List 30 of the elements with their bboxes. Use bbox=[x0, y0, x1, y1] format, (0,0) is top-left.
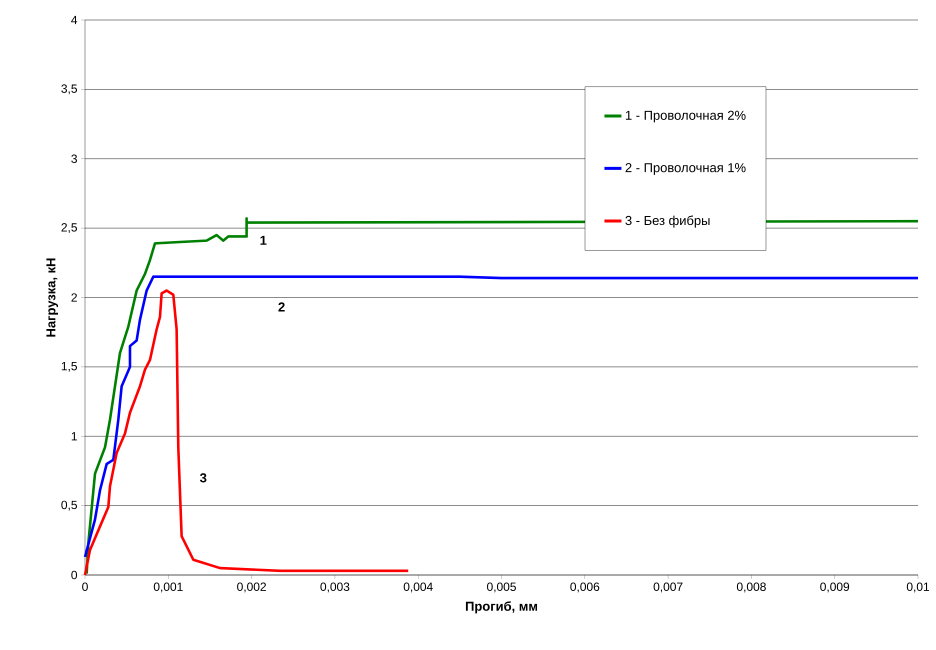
annotation: 1 bbox=[260, 236, 267, 245]
y-tick-label: 3 bbox=[71, 154, 77, 163]
y-tick-label: 2 bbox=[71, 293, 77, 302]
y-tick-label: 3,5 bbox=[61, 84, 77, 94]
y-tick-label: 2,5 bbox=[61, 223, 77, 234]
x-tick-label: 0,007 bbox=[654, 582, 682, 592]
x-tick-label: 0,001 bbox=[154, 582, 183, 592]
y-tick-label: 1,5 bbox=[62, 362, 77, 372]
annotation: 3 bbox=[200, 473, 206, 482]
line-series bbox=[84, 289, 410, 576]
x-tick-label: 0,009 bbox=[820, 582, 850, 592]
x-tick-label: 0,01 bbox=[906, 582, 930, 592]
x-tick-label: 0,004 bbox=[404, 582, 433, 592]
y-axis-title: Нагрузка, кН bbox=[46, 258, 58, 337]
y-tick-label: 4 bbox=[71, 16, 78, 24]
legend-label: 3 - Без фибры bbox=[625, 215, 710, 228]
x-tick-label: 0 bbox=[82, 582, 88, 591]
x-tick-label: 0,003 bbox=[320, 582, 350, 592]
y-tick-label: 0 bbox=[71, 570, 78, 580]
x-axis-title: Прогиб, мм bbox=[466, 601, 538, 614]
x-tick-label: 0,006 bbox=[570, 582, 600, 592]
annotation: 2 bbox=[278, 302, 285, 312]
x-tick-label: 0,005 bbox=[487, 582, 516, 592]
line-series bbox=[84, 275, 920, 558]
legend-label: 1 - Проволочная 2% bbox=[626, 110, 746, 122]
x-tick-label: 0,002 bbox=[237, 582, 266, 592]
y-tick-label: 1 bbox=[72, 432, 77, 440]
legend-label: 2 - Проволочная 1% bbox=[626, 163, 746, 175]
y-tick-label: 0,5 bbox=[61, 500, 77, 511]
x-tick-label: 0,008 bbox=[736, 582, 766, 592]
